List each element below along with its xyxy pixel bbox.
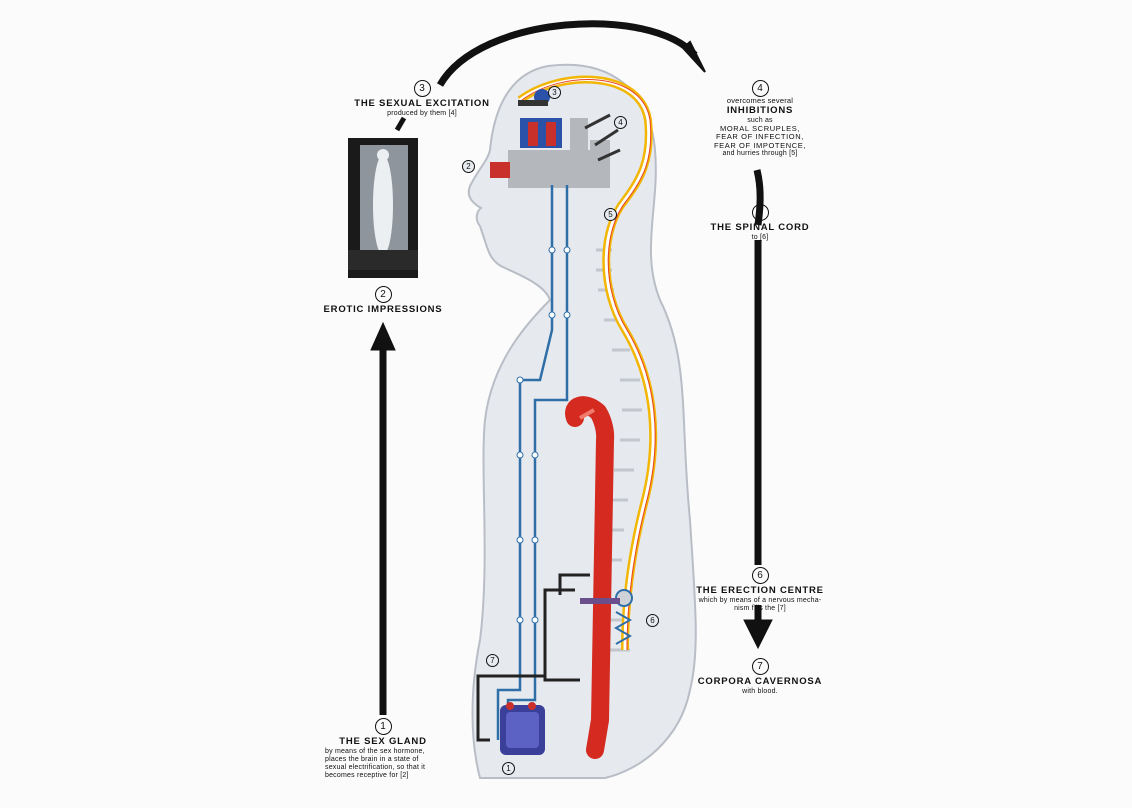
- step-7-text: with blood.: [742, 687, 778, 695]
- marker-7: 7: [486, 654, 499, 667]
- marker-5: 5: [604, 208, 617, 221]
- step-2-label: 2 EROTIC IMPRESSIONS: [318, 284, 448, 316]
- marker-2: 2: [462, 160, 475, 173]
- step-7-title: CORPORA CAVERNOSA: [697, 676, 823, 687]
- step-6-number: 6: [751, 567, 769, 584]
- marker-4: 4: [614, 116, 627, 129]
- step-4-item-1: MORAL SCRUPLES,: [720, 123, 800, 133]
- step-4-number: 4: [751, 80, 769, 97]
- step-6-title: THE ERECTION CENTRE: [696, 585, 824, 596]
- step-4-item-3: FEAR OF IMPOTENCE,: [713, 140, 807, 150]
- step-2-number: 2: [374, 286, 392, 303]
- step-3-text: produced by them [4]: [387, 109, 457, 117]
- step-4-intro: overcomes several: [726, 96, 794, 105]
- step-7-label: 7 CORPORA CAVERNOSA with blood.: [690, 656, 830, 696]
- step-4-item-2: FEAR OF INFECTION,: [716, 132, 804, 142]
- artery: [565, 396, 615, 759]
- marker-1: 1: [502, 762, 515, 775]
- step-3-title: THE SEXUAL EXCITATION: [354, 98, 490, 109]
- step-1-text: by means of the sex hormone, places the …: [325, 747, 426, 780]
- nerve-dots: [516, 246, 571, 624]
- step-5-label: 5 THE SPINAL CORD to [6]: [695, 202, 825, 242]
- marker-6: 6: [646, 614, 659, 627]
- sex-gland: [500, 702, 545, 755]
- step-6-text-1: which by means of a nervous mecha-: [698, 596, 822, 604]
- step-1-title: THE SEX GLAND: [339, 736, 427, 747]
- step-4-such-as: such as: [747, 116, 773, 124]
- corpora-pipes: [476, 573, 590, 742]
- erotic-picture: [348, 138, 418, 278]
- step-7-number: 7: [751, 658, 769, 675]
- step-3-label: 3 THE SEXUAL EXCITATION produced by them…: [352, 78, 492, 118]
- step-1-label: 1 THE SEX GLAND by means of the sex horm…: [325, 716, 441, 780]
- marker-3: 3: [548, 86, 561, 99]
- step-4-title: INHIBITIONS: [726, 104, 794, 116]
- brain-mechanism: [490, 89, 621, 188]
- step-6-label: 6 THE ERECTION CENTRE which by means of …: [690, 565, 830, 613]
- cycle-arrows: [370, 20, 773, 715]
- step-4-text: and hurries through [5]: [722, 150, 798, 158]
- step-1-number: 1: [374, 718, 392, 735]
- step-2-title: EROTIC IMPRESSIONS: [323, 304, 443, 315]
- step-5-text: to [6]: [751, 233, 769, 241]
- erection-centre-mechanism: [580, 589, 633, 645]
- step-5-number: 5: [751, 204, 769, 221]
- step-5-title: THE SPINAL CORD: [710, 222, 810, 233]
- step-6-text-2: nism fills the [7]: [734, 604, 786, 612]
- step-4-label: 4 overcomes several INHIBITIONS such as …: [690, 78, 830, 159]
- step-3-number: 3: [413, 80, 431, 97]
